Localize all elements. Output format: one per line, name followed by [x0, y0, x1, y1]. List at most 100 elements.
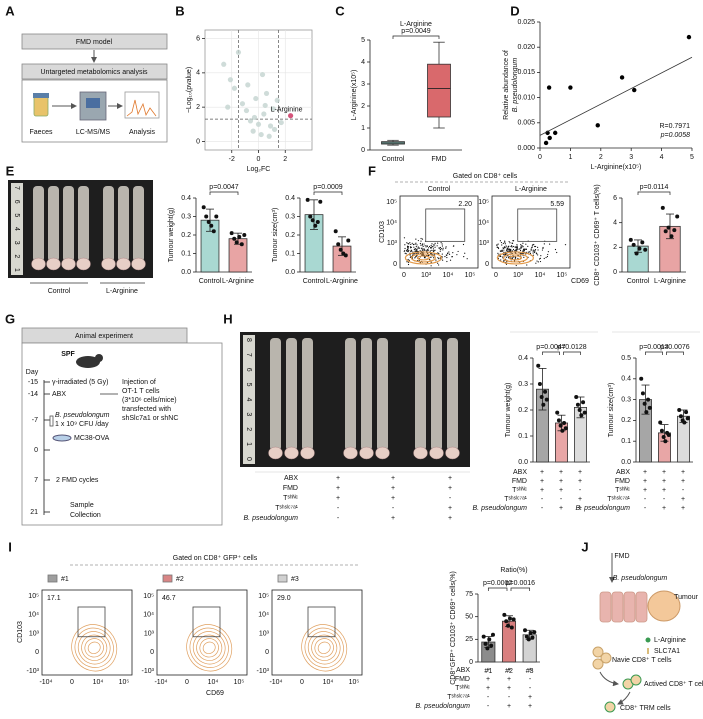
p-value: p=0.0013 [639, 344, 668, 351]
x-tick-label: 0 [538, 154, 542, 161]
intestine [103, 186, 114, 262]
dot [509, 625, 514, 630]
event-dot [430, 244, 432, 247]
event-dot [515, 248, 517, 250]
event-dot [421, 238, 424, 240]
event-dot [441, 259, 444, 261]
p-value: p=0.0049 [401, 28, 430, 35]
dot [206, 220, 211, 225]
event-dot [413, 246, 415, 248]
density [416, 255, 430, 261]
event-dot [497, 252, 499, 255]
event-dot [527, 251, 529, 253]
y-tick-label: 0.025 [517, 19, 535, 26]
y-tick-label: 10⁴ [478, 220, 489, 227]
event-dot [505, 256, 508, 258]
icon-chart [124, 91, 160, 119]
ruler-number: 3 [13, 241, 20, 245]
event-dot [414, 249, 416, 251]
dot [315, 220, 320, 225]
label: FMD model [76, 39, 113, 46]
dot [333, 229, 338, 234]
event-dot [421, 249, 424, 251]
event-dot [406, 246, 409, 248]
dot [483, 641, 488, 646]
event-dot [525, 253, 527, 255]
event-dot [535, 262, 537, 264]
icon-faeces [33, 95, 49, 117]
event-dot [435, 259, 437, 261]
event-dot [519, 249, 522, 252]
bracket [487, 587, 508, 591]
dot [487, 637, 492, 642]
cell: + [559, 469, 563, 476]
event-dot [439, 257, 441, 259]
y-axis-label: −Log₁₀(pvalue) [186, 67, 193, 113]
tumour [284, 446, 299, 460]
label: Control [48, 288, 71, 295]
event-dot [499, 240, 501, 242]
p-value: p=0.0047 [209, 184, 238, 191]
bracket [313, 191, 343, 195]
event-dot [406, 261, 408, 263]
cell: - [449, 495, 452, 502]
point [247, 118, 254, 124]
cell: + [507, 667, 511, 674]
gate-percent: 2.20 [458, 201, 472, 208]
point [225, 104, 231, 110]
event-dot [532, 250, 534, 252]
gate [192, 606, 221, 638]
label: FMD [614, 553, 629, 560]
event-dot [516, 245, 518, 247]
event-dot [513, 250, 516, 252]
y-tick-label: 10⁵ [478, 199, 489, 206]
event-dot [437, 257, 439, 259]
event-dot [416, 244, 418, 246]
label: Animal experiment [75, 333, 133, 340]
event-dot [448, 253, 451, 255]
cell: - [487, 694, 490, 701]
x-tick-label: 2 [283, 156, 287, 163]
chart-title: Ratio(%) [500, 567, 527, 574]
y-tick-label: 0.010 [517, 94, 535, 101]
event-dot [446, 260, 448, 263]
event-dot [434, 244, 436, 246]
y-axis-label: Tumour size(cm³) [272, 208, 279, 263]
ruler-number: 2 [13, 254, 20, 258]
cell: + [681, 505, 685, 512]
row-label: B. pseudolongum [416, 703, 471, 710]
y-tick-label: 10⁵ [258, 593, 269, 600]
y-tick-label: 5 [361, 37, 365, 44]
row-label: ABX [616, 469, 630, 476]
row-label: FMD [615, 478, 630, 485]
tumour [131, 257, 146, 271]
box [427, 63, 451, 118]
point [546, 85, 552, 90]
event-dot [426, 250, 428, 252]
event-dot [438, 264, 440, 266]
event-dot [532, 244, 534, 246]
dot [234, 240, 239, 245]
ruler-number: 4 [13, 227, 20, 231]
event-dot [522, 246, 524, 248]
dot [537, 382, 542, 386]
cell: + [578, 478, 582, 485]
dot [575, 402, 580, 407]
event-dot [424, 249, 426, 252]
cell: + [559, 487, 563, 494]
y-axis-label: Tumour weight(g) [505, 383, 512, 438]
y-tick-label: 1 [361, 125, 365, 132]
y-tick-label: 2 [613, 244, 617, 251]
event-dot [522, 242, 524, 244]
event-dot [438, 247, 440, 249]
contour [192, 631, 226, 665]
event-dot [422, 248, 425, 250]
flow-plot [271, 589, 363, 676]
legend-dot [645, 637, 651, 643]
y-tick-label: 0 [35, 649, 39, 656]
dot [644, 410, 649, 415]
y-tick-label: 0.2 [621, 417, 631, 424]
axis-label: CD103 [17, 621, 24, 643]
panel-label: G [5, 311, 15, 326]
event-dot [503, 249, 505, 251]
